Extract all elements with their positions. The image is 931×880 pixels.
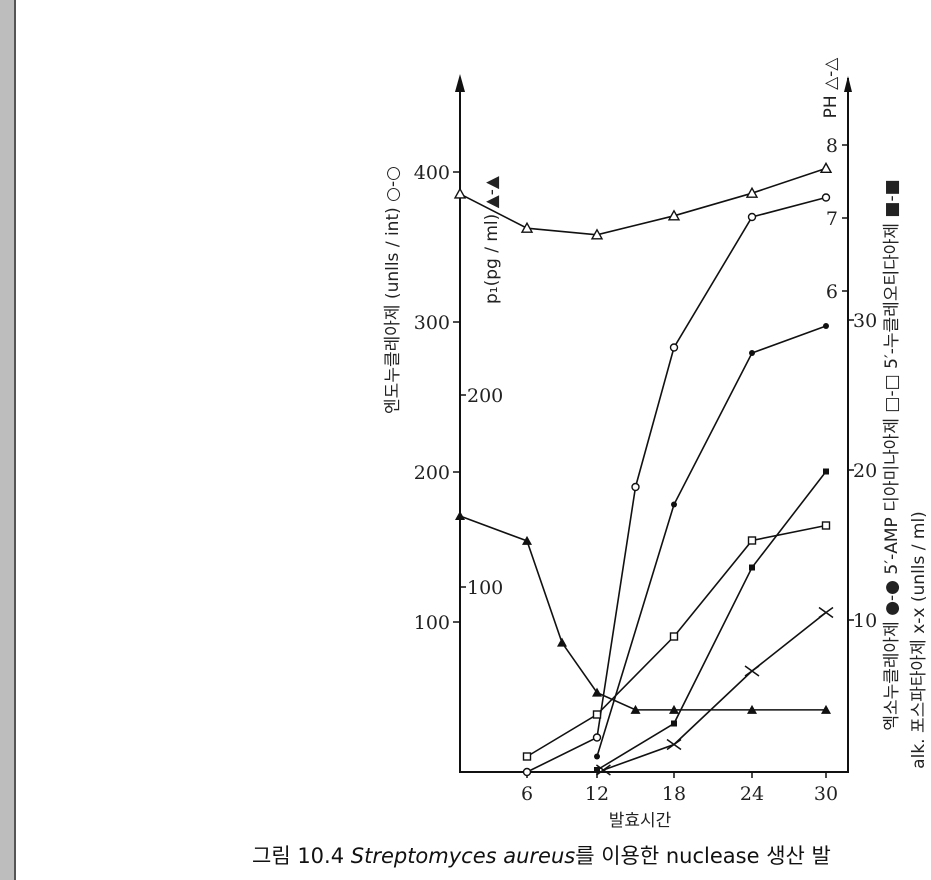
open-circle-marker (821, 193, 831, 202)
left-axis-arrow-icon (455, 74, 465, 92)
open-triangle-marker (819, 161, 833, 174)
units-tick-label: 10 (853, 610, 877, 632)
filled-circle-marker (594, 753, 600, 760)
right-axis-arrow-icon (844, 76, 852, 92)
series-filled-triangle (455, 510, 831, 714)
open-square-marker (821, 521, 831, 530)
filled-circle-marker (749, 350, 755, 356)
endo-tick-label: 200 (414, 462, 450, 484)
filled-circle-marker (823, 323, 829, 329)
cross-marker (666, 738, 682, 751)
open-triangle-marker (520, 221, 534, 233)
series-cross (595, 606, 834, 776)
x-tick-label: 6 (521, 783, 533, 805)
open-square-marker (522, 752, 532, 761)
y-axis-label-ph: PH △-△ (821, 57, 841, 119)
cross-marker (595, 764, 611, 776)
open-circle-marker (669, 343, 679, 352)
y-axis-label-units-1: 엑소누클레아제 ●-● 5′-AMP 디아미나아제 □-□ 5′-누클레오티다아… (882, 179, 902, 730)
filled-square-marker (671, 720, 677, 727)
cross-marker (818, 606, 834, 619)
series-line (603, 611, 827, 771)
p1-tick-label: 100 (467, 577, 503, 599)
figure-caption: 그림 10.4 Streptomyces aureus를 이용한 nucleas… (252, 840, 931, 870)
series-line (526, 196, 827, 773)
open-circle-marker (522, 767, 532, 777)
units-tick-label: 20 (853, 460, 877, 482)
x-tick-label: 30 (814, 783, 838, 805)
filled-triangle-marker (522, 535, 532, 545)
series-open-circle (522, 193, 831, 777)
endo-tick-label: 100 (414, 612, 450, 634)
series-filled-square (594, 468, 829, 773)
series-line (459, 515, 826, 711)
open-circle-marker (631, 482, 640, 492)
filled-triangle-marker (821, 704, 831, 714)
ph-tick-label: 8 (826, 135, 838, 157)
x-tick-label: 12 (585, 783, 609, 805)
open-square-marker (747, 536, 757, 545)
page-edge (0, 0, 16, 880)
open-square-marker (669, 632, 679, 641)
series-line (596, 471, 827, 771)
caption-prefix: 그림 10.4 (252, 844, 351, 868)
filled-circle-marker (671, 501, 677, 508)
y-axis-label-units-2: alk. 포스파타아제 x-x (unlls / ml) (909, 511, 929, 769)
x-tick-label: 18 (662, 783, 686, 805)
open-triangle-marker (453, 187, 467, 199)
caption-suffix: 를 이용한 nuclease 생산 발 (575, 844, 831, 868)
filled-square-marker (594, 767, 600, 773)
cross-marker (744, 665, 760, 677)
y-axis-label-p1: p₁(pg / ml) ▲-▲ (482, 175, 502, 304)
filled-triangle-marker (592, 687, 602, 697)
open-circle-marker (747, 212, 757, 222)
filled-triangle-marker (630, 704, 641, 714)
series-line (459, 167, 827, 236)
filled-triangle-marker (455, 510, 465, 520)
open-circle-marker (592, 733, 602, 742)
series-filled-circle (594, 323, 829, 760)
p1-tick-label: 200 (467, 385, 503, 407)
filled-square-marker (749, 564, 755, 571)
open-triangle-marker (667, 209, 681, 221)
filled-triangle-marker (557, 637, 567, 647)
ph-tick-label: 7 (826, 208, 838, 230)
filled-triangle-marker (747, 704, 757, 714)
ph-tick-label: 6 (826, 281, 838, 303)
open-triangle-marker (745, 186, 759, 198)
x-axis-label: 발효시간 (609, 811, 672, 831)
open-triangle-marker (590, 228, 604, 240)
filled-square-marker (823, 468, 829, 475)
units-tick-label: 30 (853, 310, 877, 332)
series-line (596, 325, 827, 757)
endo-tick-label: 300 (414, 312, 450, 334)
series-open-triangle (453, 161, 833, 240)
endo-tick-label: 400 (414, 162, 450, 184)
open-square-marker (592, 710, 602, 719)
x-tick-label: 24 (740, 783, 764, 805)
caption-species: Streptomyces aureus (350, 844, 576, 868)
filled-triangle-marker (669, 704, 679, 714)
y-axis-label-endo: 엔도누클레아제 (unlls / int) ○-○ (383, 166, 403, 414)
